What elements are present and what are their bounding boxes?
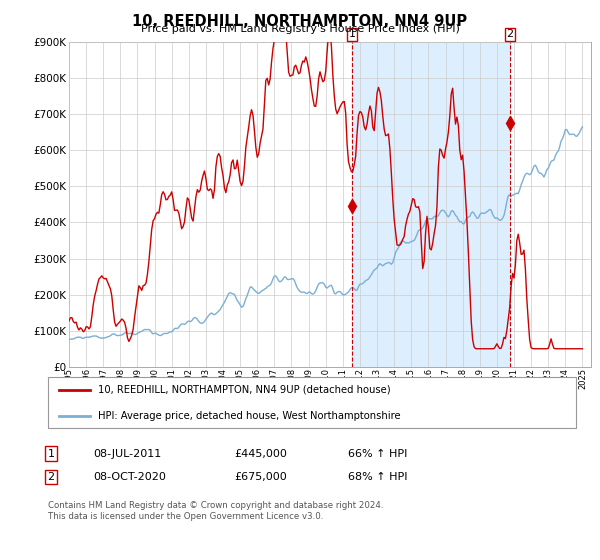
Text: 2: 2 <box>47 472 55 482</box>
Text: HPI: Average price, detached house, West Northamptonshire: HPI: Average price, detached house, West… <box>98 410 401 421</box>
Text: 1: 1 <box>47 449 55 459</box>
Text: Contains HM Land Registry data © Crown copyright and database right 2024.
This d: Contains HM Land Registry data © Crown c… <box>48 501 383 521</box>
Text: 1: 1 <box>349 29 356 39</box>
FancyBboxPatch shape <box>48 377 576 428</box>
Text: 2: 2 <box>506 29 514 39</box>
Text: 66% ↑ HPI: 66% ↑ HPI <box>348 449 407 459</box>
Bar <box>352 42 510 367</box>
Text: 10, REEDHILL, NORTHAMPTON, NN4 9UP (detached house): 10, REEDHILL, NORTHAMPTON, NN4 9UP (deta… <box>98 385 391 395</box>
Text: 08-JUL-2011: 08-JUL-2011 <box>93 449 161 459</box>
Text: £675,000: £675,000 <box>234 472 287 482</box>
Text: 10, REEDHILL, NORTHAMPTON, NN4 9UP: 10, REEDHILL, NORTHAMPTON, NN4 9UP <box>133 14 467 29</box>
Text: 08-OCT-2020: 08-OCT-2020 <box>93 472 166 482</box>
Text: 68% ↑ HPI: 68% ↑ HPI <box>348 472 407 482</box>
Text: Price paid vs. HM Land Registry's House Price Index (HPI): Price paid vs. HM Land Registry's House … <box>140 24 460 34</box>
Text: £445,000: £445,000 <box>234 449 287 459</box>
